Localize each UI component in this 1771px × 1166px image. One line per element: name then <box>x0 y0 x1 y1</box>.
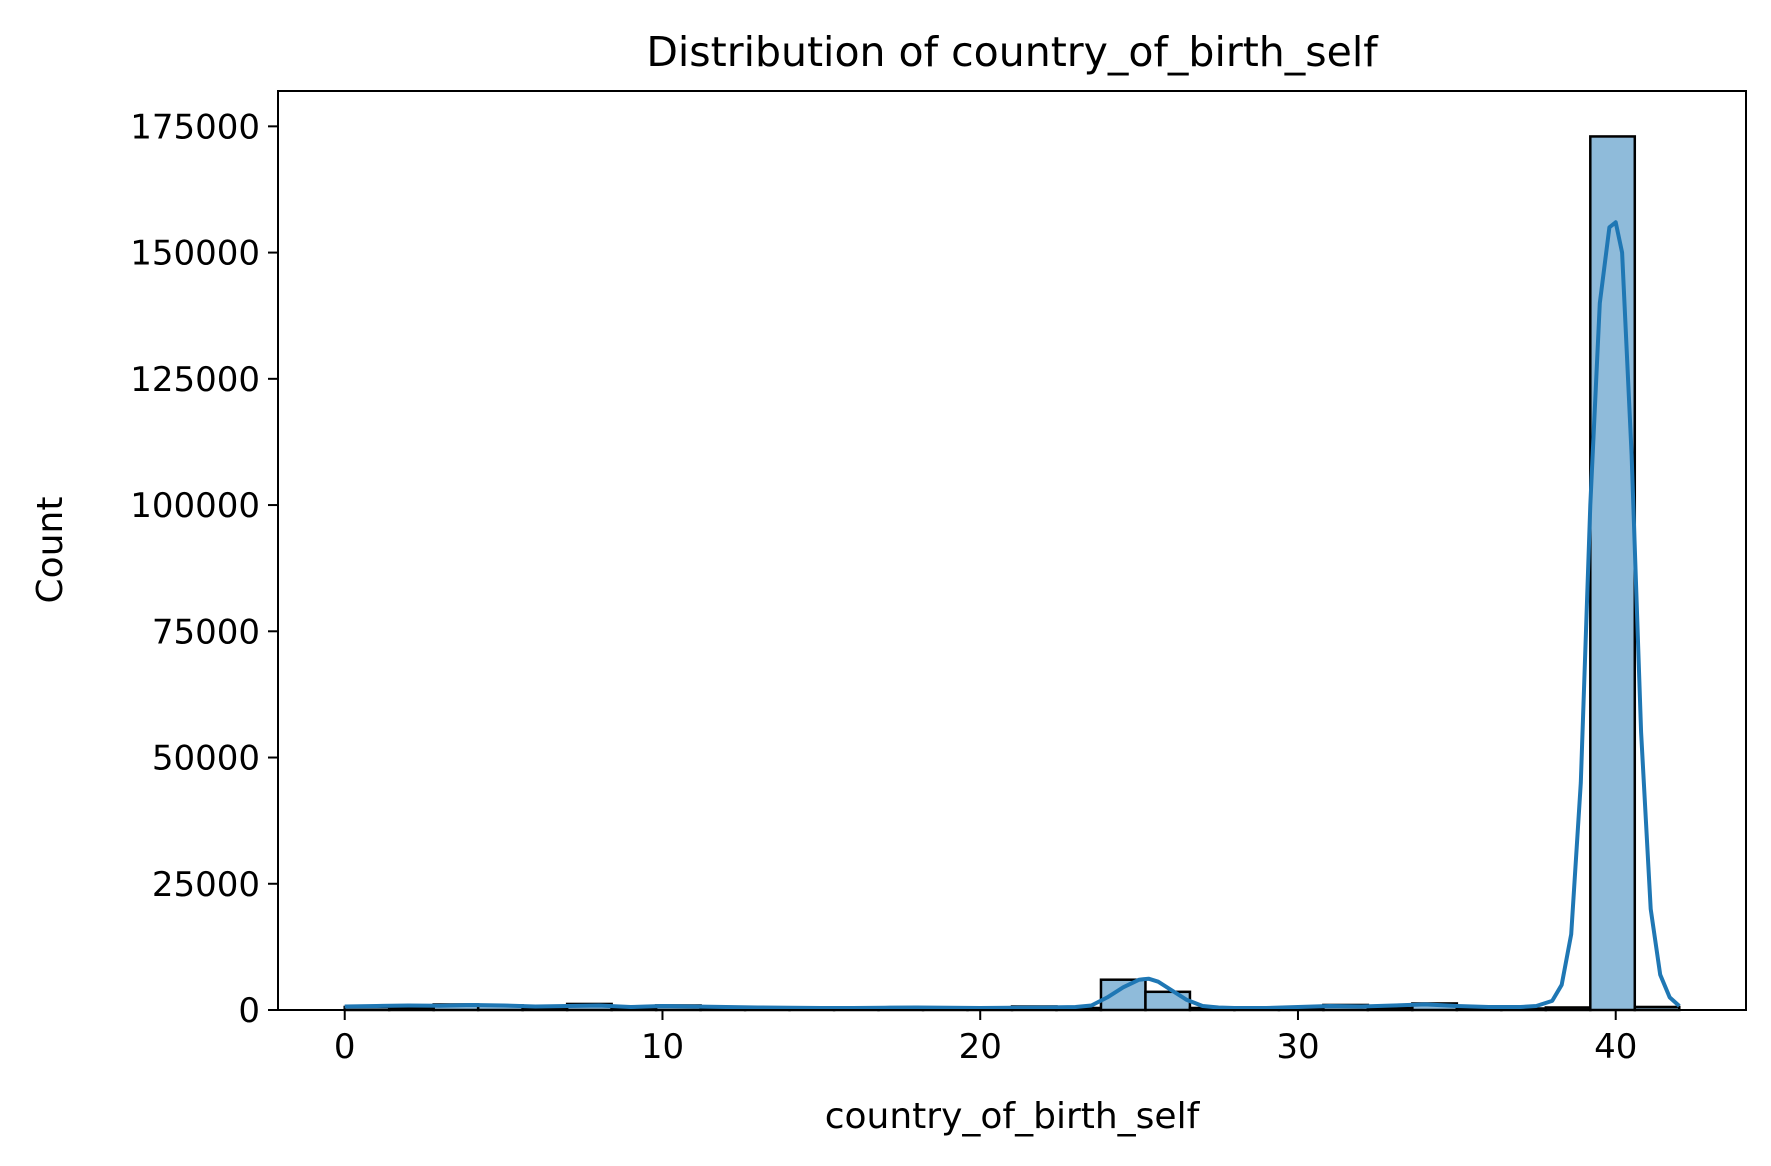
x-tick-label-4: 40 <box>1594 1027 1637 1067</box>
x-tick-label-2: 20 <box>959 1027 1002 1067</box>
y-tick-label-7: 175000 <box>130 107 260 147</box>
y-tick-label-3: 75000 <box>152 612 260 652</box>
x-axis-label: country_of_birth_self <box>825 1096 1201 1137</box>
y-tick-label-1: 25000 <box>152 865 260 905</box>
histogram-bar-18 <box>1144 990 1192 1012</box>
x-tick-label-3: 30 <box>1276 1027 1319 1067</box>
y-tick-label-6: 150000 <box>130 234 260 274</box>
y-tick-label-5: 125000 <box>130 360 260 400</box>
histogram-bar-28 <box>1589 135 1637 1012</box>
y-axis-label: Count <box>30 497 71 604</box>
x-tick-label-1: 10 <box>641 1027 684 1067</box>
chart-title: Distribution of country_of_birth_self <box>646 28 1379 76</box>
y-tick-label-0: 0 <box>238 991 260 1031</box>
y-tick-label-4: 100000 <box>130 486 260 526</box>
y-tick-label-2: 50000 <box>152 739 260 779</box>
y-axis-ticks: 0 25000 50000 75000 100000 125000 150000 175000 <box>130 107 278 1031</box>
kde-line <box>344 220 1681 1010</box>
x-tick-label-0: 0 <box>334 1027 356 1067</box>
x-axis-ticks: 0 10 20 30 40 <box>334 1010 1637 1067</box>
plot-frame <box>277 90 1747 1011</box>
